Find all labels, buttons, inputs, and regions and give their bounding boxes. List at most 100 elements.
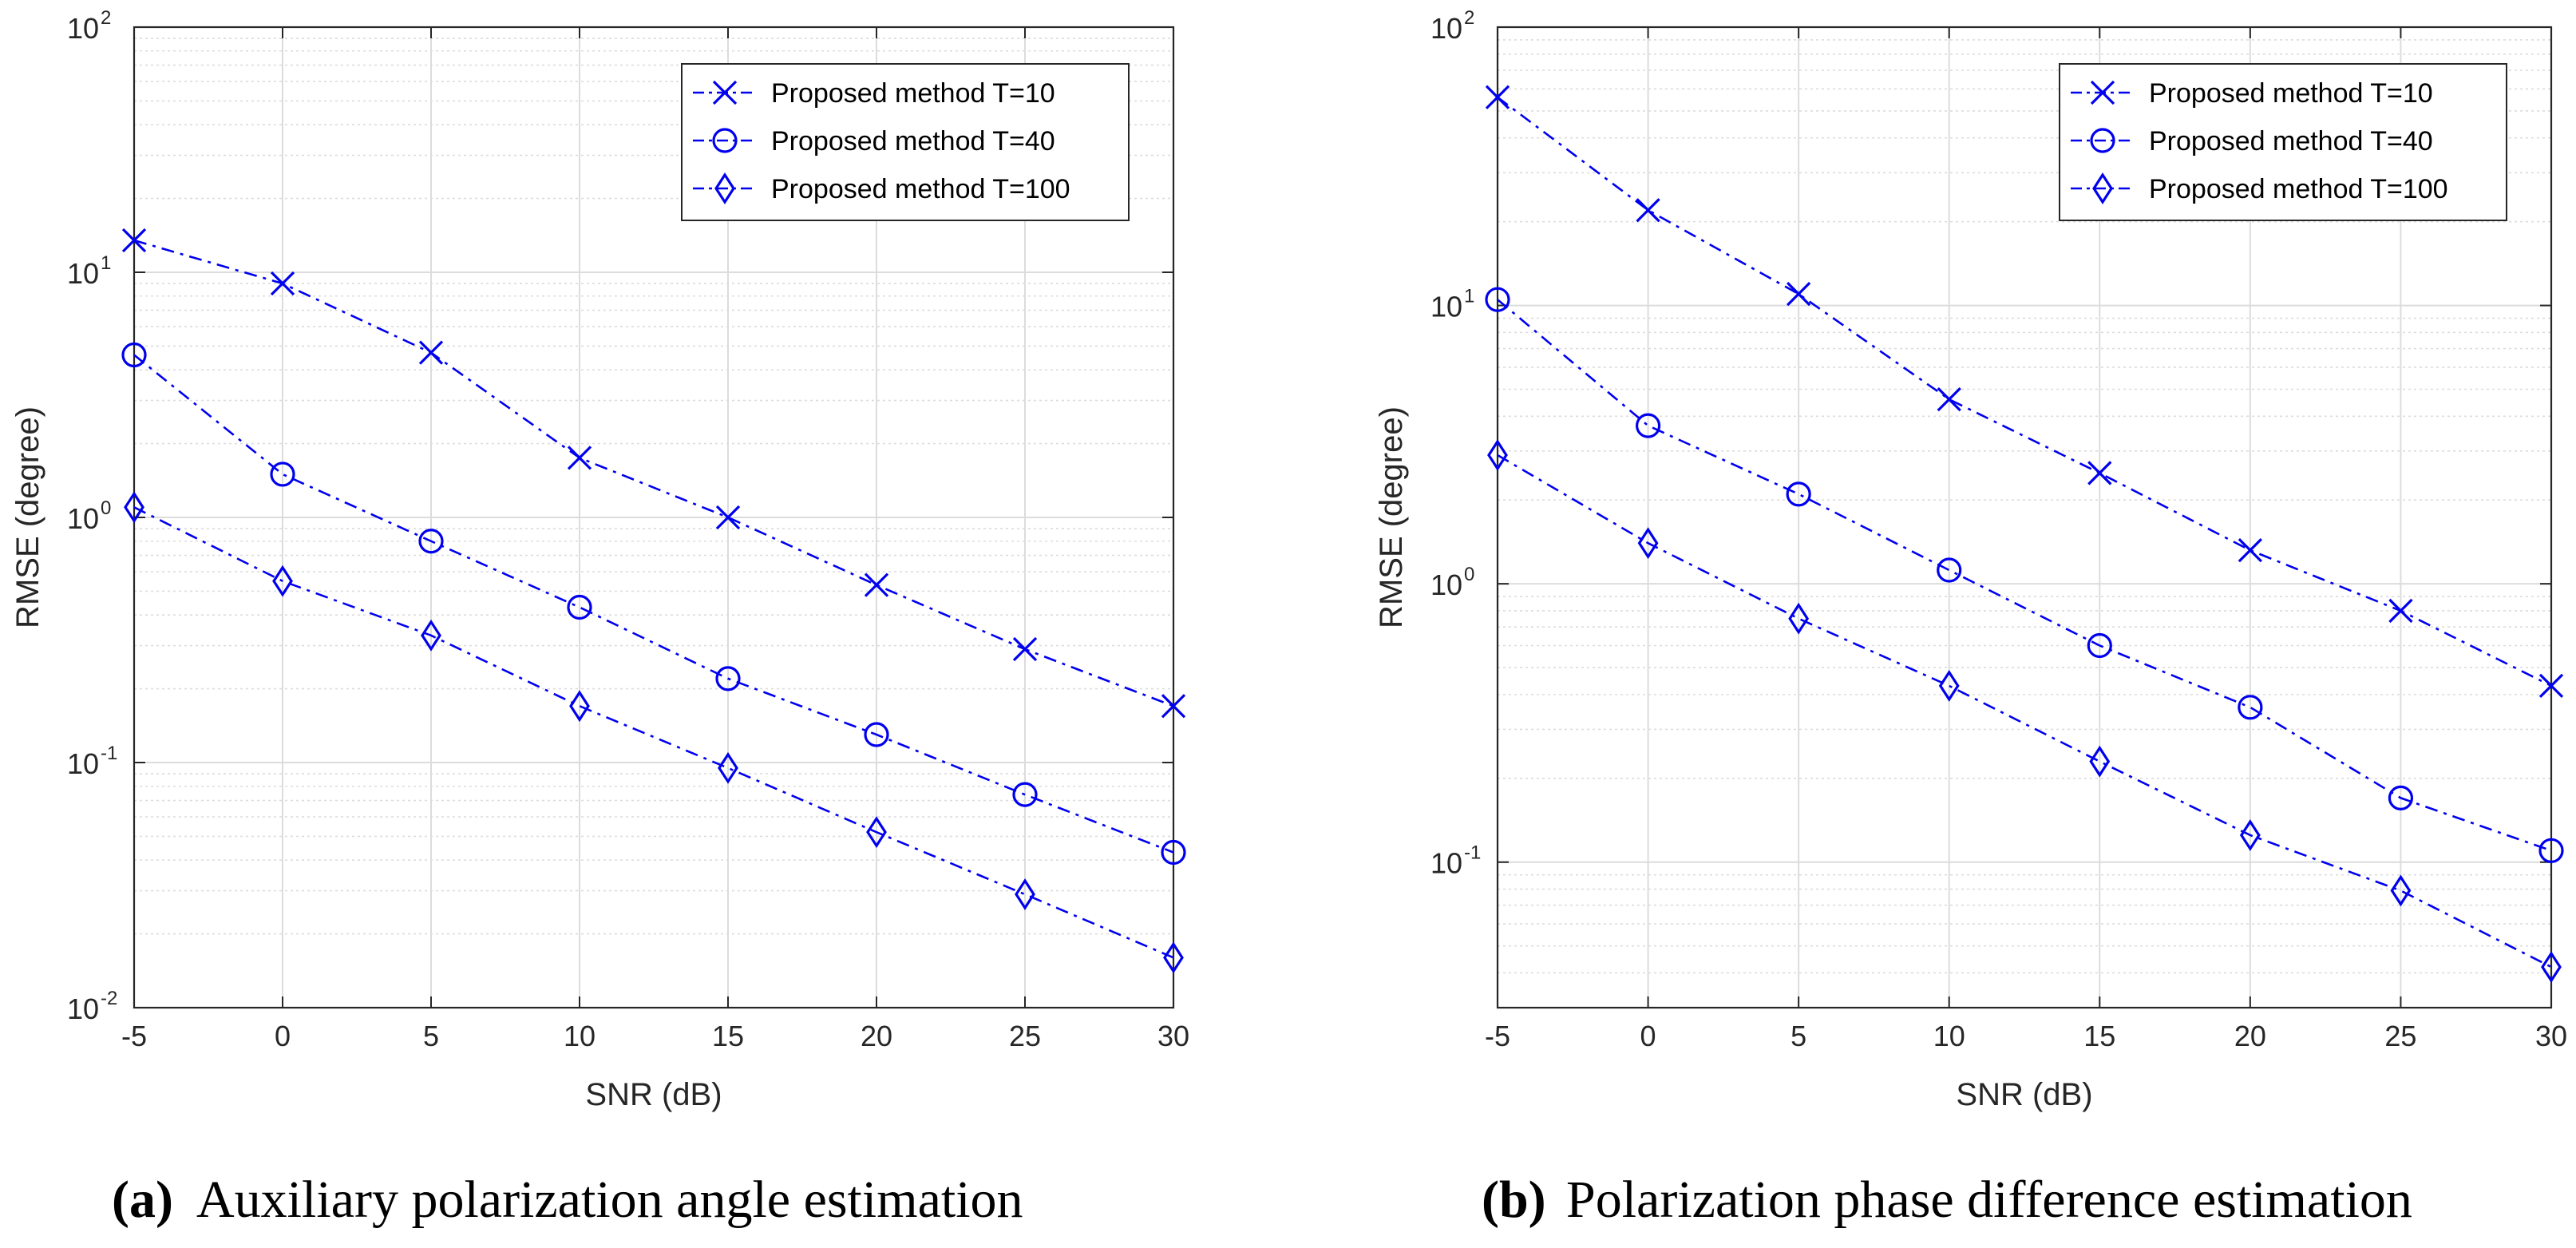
panel-b-ytick-label: 10 [1430, 291, 1462, 323]
panel-a-data-point [866, 816, 887, 849]
panel-a-legend-marker [712, 80, 738, 105]
panel-a-data-point [715, 666, 741, 691]
panel-a-legend-box [681, 63, 1130, 221]
panel-b-data-point [1788, 602, 1810, 635]
panel-b-data-point-b [1937, 387, 1961, 412]
panel-a-data-point-b [270, 271, 295, 296]
panel-a-data-point [1161, 839, 1186, 866]
panel-b-series-line [1497, 96, 2552, 687]
panel-b-ytick-exponent: -1 [1464, 842, 1481, 864]
panel-a-data-point-b [715, 505, 741, 530]
panel-a-legend-marker [714, 172, 735, 204]
panel-b-data-point-b [2388, 598, 2413, 624]
panel-a-data-point [1012, 636, 1038, 662]
panel-b-data-point [2238, 695, 2263, 720]
panel-b-data-point [1636, 198, 1660, 223]
panel-b-xtick-label: 5 [1791, 1020, 1806, 1052]
panel-a-xtick-label: 5 [423, 1020, 439, 1052]
panel-a-ytick-exponent: -2 [101, 988, 117, 1009]
panel-a-ytick-label: 10 [67, 12, 99, 45]
panel-a-data-point [272, 565, 293, 597]
panel-b-data-point [1937, 387, 1961, 412]
panel-b-data-point [2388, 785, 2414, 811]
panel-b-data-point-b [2087, 461, 2112, 485]
panel-a-series-line [133, 239, 1174, 707]
panel-a-ytick-label: 10 [67, 502, 99, 535]
panel-b-label: (b) [1482, 1171, 1546, 1229]
panel-b-xaxis-label: SNR (dB) [1956, 1077, 2092, 1112]
panel-b-ytick-label: 10 [1430, 12, 1462, 45]
panel-a-data-point [270, 462, 295, 487]
panel-a-data-point-b [567, 446, 592, 470]
panel-a-ytick-label: 10 [67, 992, 99, 1025]
panel-a-data-point [718, 751, 738, 784]
panel-b-xtick-label: 20 [2234, 1020, 2266, 1052]
panel-b-series-d [1487, 439, 2562, 984]
panel-a-data-point [418, 340, 444, 365]
panel-a-legend-label: Proposed method T=100 [771, 174, 1070, 204]
panel-b-legend-label: Proposed method T=40 [2149, 126, 2433, 156]
panel-b-legend-marker [2090, 80, 2115, 105]
panel-b-data-point [2239, 819, 2261, 851]
panel-a-data-point [1015, 878, 1035, 910]
panel-a-legend-label: Proposed method T=40 [771, 126, 1055, 156]
panel-a-xtick-label: 20 [861, 1020, 892, 1052]
panel-b-data-point [2089, 745, 2111, 778]
panel-b-data-point-b [1636, 198, 1660, 223]
panel-a-data-point [569, 690, 590, 723]
panel-b-legend-box [2059, 63, 2507, 221]
panel-a-ytick-exponent: 2 [101, 7, 111, 29]
panel-a-ytick-exponent: 0 [101, 497, 111, 519]
panel-b-xtick-label: -5 [1485, 1020, 1510, 1052]
panel-a-data-point-b [418, 340, 444, 365]
panel-a-xtick-label: 25 [1009, 1020, 1041, 1052]
panel-a-data-point [121, 228, 147, 253]
panel-a-data-point-b [1012, 636, 1038, 662]
panel-a-data-point-b [121, 228, 147, 253]
panel-a-ytick-label: 10 [67, 747, 99, 780]
panel-b-legend-marker-b [2090, 80, 2115, 105]
panel-b-legend-label: Proposed method T=10 [2149, 78, 2433, 109]
panel-a-data-point-b [864, 572, 889, 597]
panel-a-data-point [1163, 941, 1184, 974]
panel-b-ytick-exponent: 2 [1464, 7, 1474, 29]
panel-b-data-point-b [1485, 85, 1510, 109]
panel-b-data-point [2390, 874, 2412, 907]
panel-a-ytick-exponent: -1 [101, 743, 117, 764]
panel-b-series-x [1485, 85, 2564, 699]
panel-b-data-point [2538, 838, 2564, 863]
panel-a-ytick-label: 10 [67, 257, 99, 290]
panel-b-data-point [1487, 439, 1508, 471]
panel-b-caption: Polarization phase difference estimation [1566, 1171, 2412, 1229]
panel-b-data-point [1938, 669, 1960, 702]
panel-a-data-point [124, 491, 144, 524]
panel-a-ytick-exponent: 1 [101, 252, 111, 274]
panel-b-xtick-label: 30 [2535, 1020, 2567, 1052]
panel-b-data-point [1485, 287, 1510, 312]
panel-b-xtick-label: 15 [2083, 1020, 2115, 1052]
panel-b-data-point [1637, 527, 1659, 560]
panel-b-data-point [2388, 598, 2413, 624]
panel-a-legend: Proposed method T=10 Proposed method T=40… [681, 63, 1130, 221]
panel-a-xaxis-label: SNR (dB) [585, 1077, 722, 1112]
panel-b-legend-marker [2092, 172, 2113, 204]
panel-a-data-point [421, 619, 441, 652]
panel-a-data-point [418, 529, 444, 554]
panel-b-data-point-b [1787, 282, 1811, 307]
panel-a-legend-label: Proposed method T=10 [771, 78, 1055, 109]
panel-a-data-point-b [1161, 694, 1186, 719]
panel-b-legend-label: Proposed method T=100 [2149, 174, 2448, 204]
panel-b-ytick-exponent: 0 [1464, 564, 1474, 585]
panel-a-data-point [1012, 782, 1038, 807]
panel-a-data-point [1161, 694, 1186, 719]
panel-a-data-point [270, 271, 295, 296]
panel-b-axes-frame [1496, 26, 2553, 1009]
panel-a-series-d [124, 491, 1184, 974]
panel-b-series-line [1497, 299, 2552, 852]
panel-a-xtick-label: 0 [275, 1020, 291, 1052]
panel-a-xtick-label: 30 [1157, 1020, 1189, 1052]
panel-b-grid [1497, 26, 2552, 1008]
panel-b-data-point [1635, 413, 1661, 438]
